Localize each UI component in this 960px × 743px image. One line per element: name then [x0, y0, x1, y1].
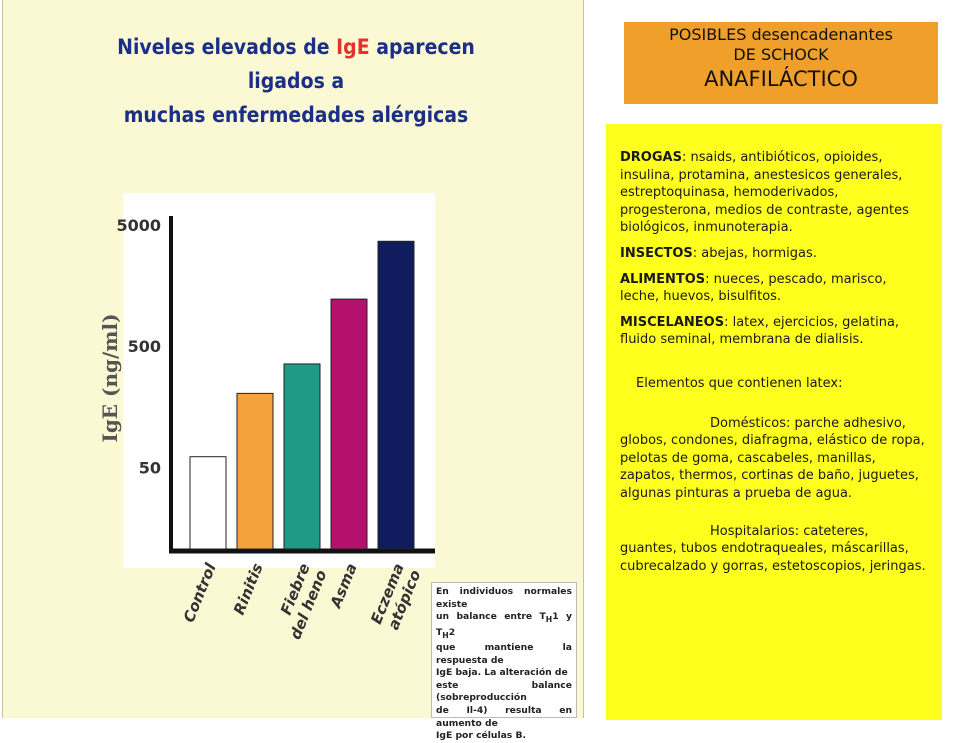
ige-bar-chart: IgE (ng/ml) 50 500 5000 Control Rinitis Fiebre…	[98, 193, 435, 642]
drogas-text: : nsaids, antibióticos, opioides, insuli…	[620, 150, 909, 236]
x-tick-label: Eczemaatópico	[367, 561, 424, 634]
misc-label: MISCELANEOS	[620, 314, 725, 330]
note-line-1: En individuos normales existe	[436, 586, 572, 610]
slide-panel: Niveles elevados de IgE aparecen ligados…	[2, 0, 584, 741]
bar-rinitis	[236, 392, 274, 550]
insectos-text: : abejas, hormigas.	[692, 245, 817, 261]
misc-paragraph: MISCELANEOS: latex, ejercicios, gelatina…	[620, 314, 928, 349]
slide-title-prefix: Niveles elevados de	[117, 35, 337, 59]
x-tick-label: Control	[180, 560, 220, 625]
y-axis-title: IgE (ng/ml)	[98, 313, 122, 442]
anaphylaxis-title-box: POSIBLES desencadenantes DE SCHOCK ANAFI…	[624, 22, 938, 104]
misc-text: : latex, ejercicios, gelatina, fluido se…	[620, 314, 900, 348]
x-tick-label-line: Asma	[326, 561, 360, 612]
domestic-latex-items: Domésticos: parche adhesivo, globos, con…	[620, 415, 925, 501]
slide-title: Niveles elevados de IgE aparecen ligados…	[85, 30, 508, 132]
alimentos-text: : nueces, pescado, marisco, leche, huevo…	[620, 271, 887, 305]
insectos-paragraph: INSECTOS: abejas, hormigas.	[620, 245, 928, 263]
note-line-4: IgE baja. La alteración de	[436, 667, 568, 679]
bar-asma	[330, 298, 368, 550]
bar-eczema-at-pico	[377, 240, 415, 550]
drogas-label: DROGAS	[620, 150, 682, 165]
slide-title-line2: muchas enfermedades alérgicas	[123, 103, 469, 127]
alimentos-paragraph: ALIMENTOS: nueces, pescado, marisco, lec…	[620, 271, 928, 306]
x-tick-label: Rinitis	[230, 561, 267, 618]
note-line-5: este balance (sobreproducción	[436, 679, 572, 704]
x-tick-label: Asma	[326, 561, 360, 612]
th-balance-note: En individuos normales existe un balance…	[431, 582, 577, 741]
title-box-line-3: ANAFILÁCTICO	[704, 67, 858, 91]
x-tick-label: Fiebredel heno	[270, 561, 331, 642]
title-box-line-2: DE SCHOCK	[733, 45, 829, 64]
note-line-7: IgE por células B.	[436, 730, 526, 742]
latex-heading: Elementos que contienen latex:	[636, 375, 843, 391]
title-box-line-1: POSIBLES desencadenantes	[669, 25, 893, 44]
drogas-paragraph: DROGAS: nsaids, antibióticos, opioides, …	[620, 149, 928, 237]
slide-title-accent: IgE	[336, 35, 370, 59]
y-tick-label: 5000	[116, 216, 161, 235]
alimentos-label: ALIMENTOS	[620, 271, 706, 287]
insectos-label: INSECTOS	[620, 245, 693, 261]
note-line-2: un balance entre TH1 y TH2	[436, 611, 572, 640]
y-tick-label: 50	[139, 458, 161, 477]
bar-fiebre-del-heno	[283, 363, 321, 550]
bar-control	[189, 456, 227, 550]
slide-title-suffix: aparecen ligados a	[247, 35, 475, 93]
triggers-info-box: DROGAS: nsaids, antibióticos, opioides, …	[606, 124, 942, 720]
y-tick-label: 500	[128, 337, 161, 356]
note-line-6: de Il-4) resulta en aumento de	[436, 705, 572, 729]
x-tick-label-line: Rinitis	[230, 561, 267, 618]
x-tick-label-line: Control	[180, 560, 220, 625]
note-line-3: que mantiene la respuesta de	[436, 642, 572, 666]
hospital-latex-items: Hospitalarios: cateteres, guantes, tubos…	[620, 523, 926, 574]
